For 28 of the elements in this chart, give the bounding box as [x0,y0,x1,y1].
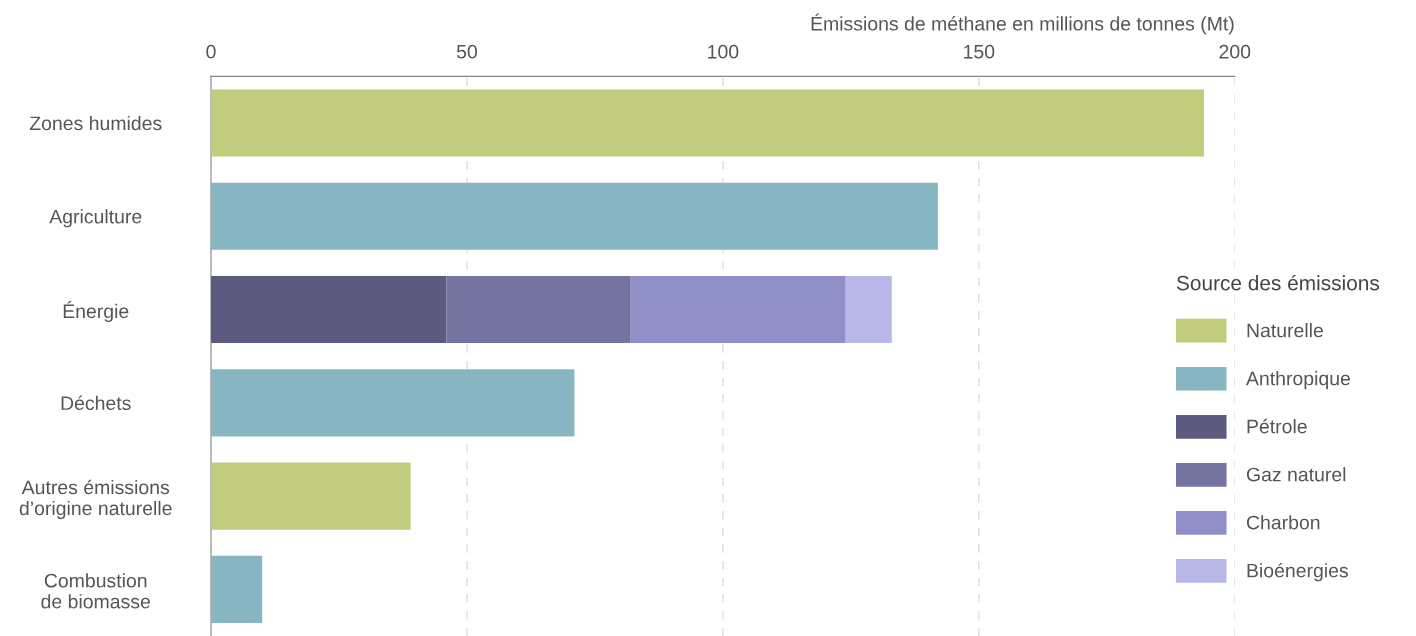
bar [210,555,263,623]
x-axis-title: Émissions de méthane en millions de tonnes (Mt) [811,13,1234,35]
y-tick-label: Combustion de biomasse [41,573,150,609]
y-tick-label: Énergie [63,301,129,322]
legend-label: Anthropique [1246,371,1350,390]
y-tick-label: Zones humides [29,115,162,131]
bar [446,275,631,344]
bar [630,275,846,344]
x-tick-label: 50 [456,44,477,59]
y-tick-label: Autres émissions d’origine naturelle [19,479,172,520]
legend-label: Naturelle [1247,323,1323,338]
x-tick-label: 150 [964,44,995,59]
bar [845,275,892,344]
legend-label: Gaz naturel [1246,467,1346,482]
y-tick-label: Agriculture [49,209,142,228]
bar [210,182,938,250]
x-tick-label: 0 [206,44,216,59]
legend-label: Charbon [1246,515,1320,530]
x-tick-label: 200 [1219,44,1251,59]
legend-label: Pétrole [1247,418,1307,434]
legend-label: Bioénergies [1247,562,1348,582]
y-tick-label: Déchets [61,395,131,411]
bar [210,369,575,437]
bar [210,89,1205,157]
legend-title: Source des émissions [1176,274,1380,291]
bar [210,275,447,344]
bar [210,462,411,530]
x-tick-label: 100 [708,44,739,59]
